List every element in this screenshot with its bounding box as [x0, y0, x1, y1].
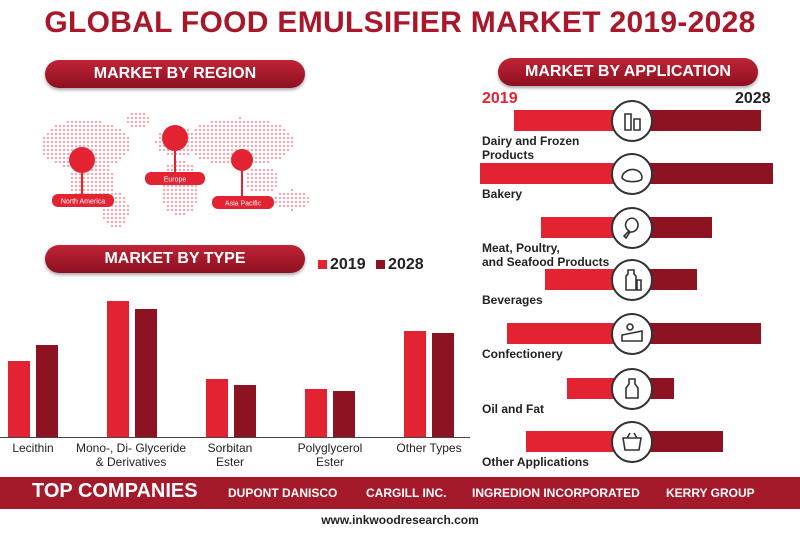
application-row-1: Bakery — [470, 153, 800, 203]
type-bar-2028-0 — [36, 345, 58, 437]
type-bar-2028-4 — [432, 333, 454, 437]
type-bar-2019-4 — [404, 331, 426, 437]
type-category-label-2: Sorbitan Ester — [170, 441, 290, 469]
application-bar-2028-0 — [632, 110, 762, 131]
application-label-0: Dairy and Frozen Products — [482, 134, 579, 162]
application-row-0: Dairy and Frozen Products — [470, 100, 800, 162]
type-category-label-3: Polyglycerol Ester — [270, 441, 390, 469]
application-year-2028: 2028 — [735, 90, 771, 107]
oil-icon — [611, 368, 653, 410]
application-row-2: Meat, Poultry, and Seafood Products — [470, 207, 800, 269]
region-label-europe: Europe — [164, 177, 187, 184]
application-year-2019: 2019 — [482, 90, 518, 107]
meat-icon — [611, 207, 653, 249]
region-label-asia-pacific: Asia Pacific — [225, 201, 262, 208]
type-category-label-line: & Derivatives — [95, 455, 167, 469]
application-bar-2019-6 — [525, 431, 632, 452]
application-section-header: MARKET BY APPLICATION — [498, 58, 758, 86]
application-bar-2028-4 — [632, 323, 762, 344]
type-category-label-line: Ester — [215, 455, 244, 469]
region-marker-north-america: North America — [52, 147, 114, 207]
company-3: INGREDION INCORPORATED — [472, 486, 640, 500]
application-label-line: Bakery — [482, 187, 523, 201]
type-bar-2028-1 — [135, 309, 157, 437]
application-label-4: Confectionery — [482, 347, 563, 361]
region-marker-asia-pacific: Asia Pacific — [212, 149, 274, 209]
beverage-icon — [611, 259, 653, 301]
application-label-line: Products — [482, 148, 535, 162]
application-label-line: Confectionery — [482, 347, 563, 361]
application-label-2: Meat, Poultry, and Seafood Products — [482, 241, 609, 269]
website-url[interactable]: www.inkwoodresearch.com — [321, 513, 479, 527]
dairy-icon — [611, 100, 653, 142]
type-bar-2019-1 — [107, 301, 129, 437]
region-label-north-america: North America — [61, 199, 105, 206]
type-section-header: MARKET BY TYPE — [45, 245, 305, 273]
application-row-6: Other Applications — [470, 421, 800, 471]
type-bar-2019-3 — [305, 389, 327, 437]
type-category-label-line: Sorbitan — [207, 441, 253, 455]
company-4: KERRY GROUP — [666, 486, 755, 500]
type-category-label-line: Lecithin — [12, 441, 54, 455]
application-label-line: Meat, Poultry, — [482, 241, 560, 255]
application-bar-2019-0 — [514, 110, 632, 131]
application-label-line: Beverages — [482, 293, 543, 307]
bakery-icon — [611, 153, 653, 195]
application-bar-2019-1 — [480, 163, 632, 184]
type-bar-2028-3 — [333, 391, 355, 437]
top-companies-banner: TOP COMPANIES DUPONT DANISCO CARGILL INC… — [0, 477, 800, 509]
type-category-label-line: Other Types — [396, 441, 462, 455]
application-bar-2028-1 — [632, 163, 773, 184]
application-label-line: Other Applications — [482, 455, 589, 469]
world-map: North America Europe Asia Pacific — [42, 112, 310, 228]
type-category-label-line: Ester — [315, 455, 344, 469]
legend-2019: 2019 — [330, 256, 366, 273]
application-bar-2019-3 — [544, 269, 632, 290]
application-label-6: Other Applications — [482, 455, 589, 469]
type-bar-2019-0 — [8, 361, 30, 437]
region-section-header: MARKET BY REGION — [45, 60, 305, 88]
application-label-line: Oil and Fat — [482, 402, 545, 416]
type-category-label-line: Polyglycerol — [297, 441, 363, 455]
application-bar-2019-4 — [506, 323, 632, 344]
type-category-label-4: Other Types — [369, 441, 489, 455]
type-bar-2019-2 — [206, 379, 228, 437]
company-1: DUPONT DANISCO — [228, 486, 338, 500]
application-row-3: Beverages — [470, 259, 800, 309]
application-label-3: Beverages — [482, 293, 543, 307]
application-row-5: Oil and Fat — [470, 368, 800, 418]
confectionery-icon — [611, 313, 653, 355]
type-category-label-line: Mono-, Di- Glyceride — [75, 441, 187, 455]
region-marker-europe: Europe — [145, 125, 205, 185]
type-bar-2028-2 — [234, 385, 256, 437]
application-row-4: Confectionery — [470, 313, 800, 363]
company-2: CARGILL INC. — [366, 486, 447, 500]
type-chart-legend: 2019 2028 — [318, 256, 430, 274]
application-label-line: and Seafood Products — [482, 255, 610, 269]
legend-2028: 2028 — [388, 256, 424, 273]
application-label-5: Oil and Fat — [482, 402, 544, 416]
type-category-label-1: Mono-, Di- Glyceride & Derivatives — [71, 441, 191, 469]
application-label-1: Bakery — [482, 187, 522, 201]
top-companies-heading: TOP COMPANIES — [32, 480, 198, 502]
type-bar-chart — [0, 301, 470, 438]
application-bar-2019-2 — [540, 217, 632, 238]
application-bar-2028-6 — [632, 431, 724, 452]
application-label-line: Dairy and Frozen — [482, 134, 580, 148]
type-category-label-0: Lecithin — [0, 441, 93, 455]
grocery-icon — [611, 421, 653, 463]
page-title: GLOBAL FOOD EMULSIFIER MARKET 2019-2028 — [44, 6, 756, 39]
